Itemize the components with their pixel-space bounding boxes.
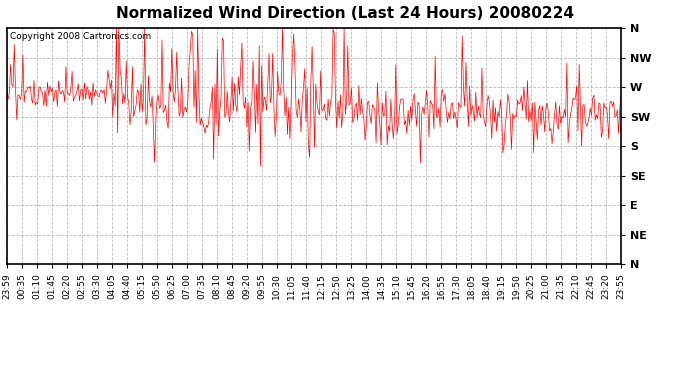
Text: Copyright 2008 Cartronics.com: Copyright 2008 Cartronics.com — [10, 32, 151, 40]
Text: Normalized Wind Direction (Last 24 Hours) 20080224: Normalized Wind Direction (Last 24 Hours… — [116, 6, 574, 21]
